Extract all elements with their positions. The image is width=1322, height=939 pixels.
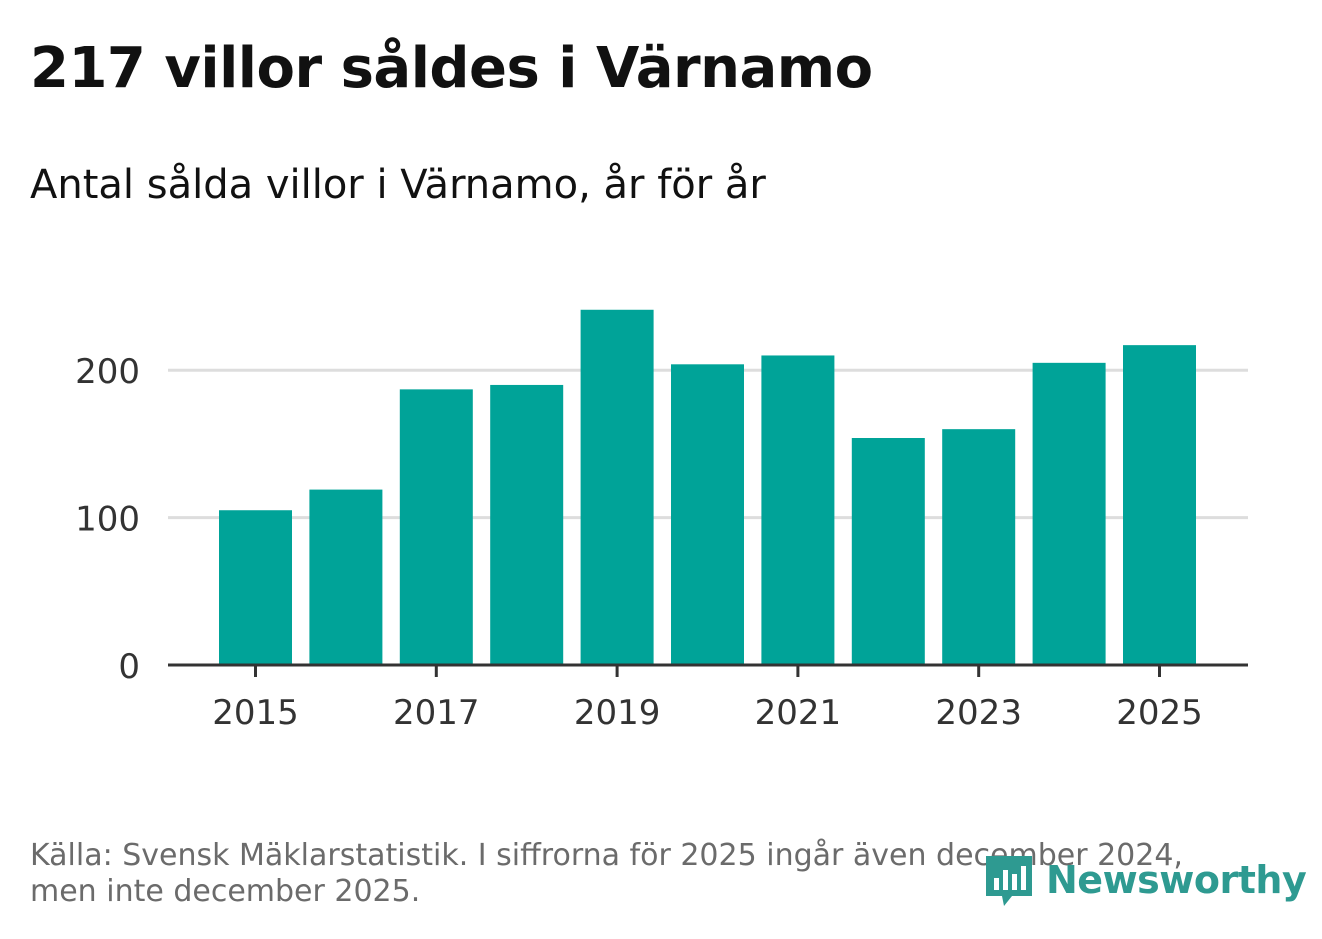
x-tick-label: 2019 (574, 693, 661, 733)
bar-2019 (580, 309, 654, 665)
bar-2021 (761, 355, 835, 665)
bar-2016 (309, 489, 383, 665)
x-tick-label: 2023 (935, 693, 1022, 733)
y-tick-label: 100 (75, 500, 140, 540)
brand-name: Newsworthy (1046, 858, 1307, 902)
bar-2020 (671, 364, 744, 665)
x-tick-label: 2025 (1116, 693, 1203, 733)
bar-2023 (942, 429, 1016, 665)
bar-2025 (1123, 345, 1196, 665)
brand-logo: Newsworthy (982, 852, 1307, 908)
bar-2022 (851, 438, 925, 665)
bar-2018 (490, 384, 564, 665)
bar-2017 (399, 389, 473, 665)
y-tick-label: 200 (75, 352, 140, 392)
bar-2015 (219, 510, 292, 665)
x-tick-label: 2017 (393, 693, 480, 733)
chart-title: 217 villor såldes i Värnamo (30, 36, 873, 101)
bar-2024 (1032, 362, 1106, 665)
y-tick-label: 0 (118, 647, 140, 687)
newsworthy-logo-icon (986, 856, 1032, 906)
x-tick-label: 2015 (212, 693, 299, 733)
x-tick-label: 2021 (755, 693, 842, 733)
chart-subtitle: Antal sålda villor i Värnamo, år för år (30, 162, 766, 208)
source-line-2: men inte december 2025. (30, 874, 421, 909)
